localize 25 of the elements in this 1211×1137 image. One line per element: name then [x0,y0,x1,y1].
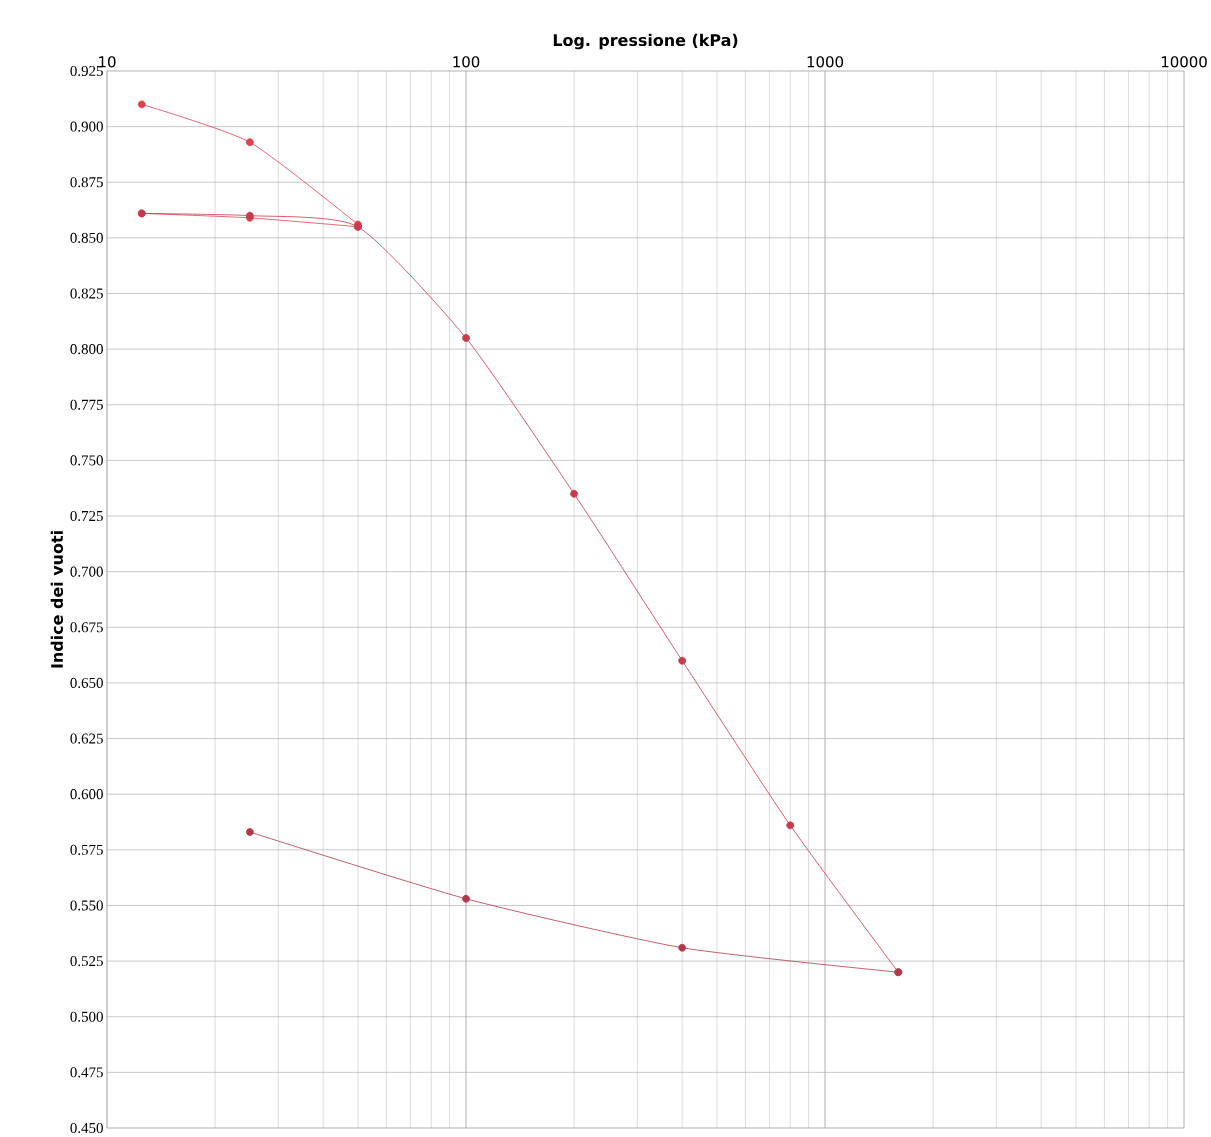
y-tick-label: 0.625 [70,733,103,744]
y-tick-label: 0.925 [70,65,103,77]
y-tick-label: 0.525 [70,956,103,967]
x-tick-label: 10000 [1161,56,1207,68]
y-tick-label: 0.650 [70,677,103,689]
y-tick-label: 0.575 [70,844,103,855]
y-tick-label: 0.550 [70,900,103,911]
y-axis-title: Indice dei vuoti [50,531,64,668]
y-tick-label: 0.825 [70,288,103,299]
y-tick-label: 0.750 [70,455,103,466]
y-tick-label: 0.600 [70,789,103,800]
y-tick-label: 0.900 [70,121,103,132]
y-tick-label: 0.700 [70,566,103,577]
y-tick-label: 0.875 [70,177,103,188]
y-tick-label: 0.800 [70,344,103,355]
x-tick-label: 1000 [807,56,844,68]
y-tick-label: 0.775 [70,399,103,410]
x-tick-label: 100 [453,56,480,68]
y-tick-label: 0.725 [70,510,103,522]
y-tick-label: 0.475 [70,1067,103,1078]
y-tick-label: 0.675 [70,622,103,633]
y-tick-label: 0.450 [70,1122,103,1134]
x-axis-title: Log. pressione (kPa) [553,33,738,50]
y-tick-label: 0.850 [70,232,103,243]
y-tick-label: 0.500 [70,1011,103,1022]
